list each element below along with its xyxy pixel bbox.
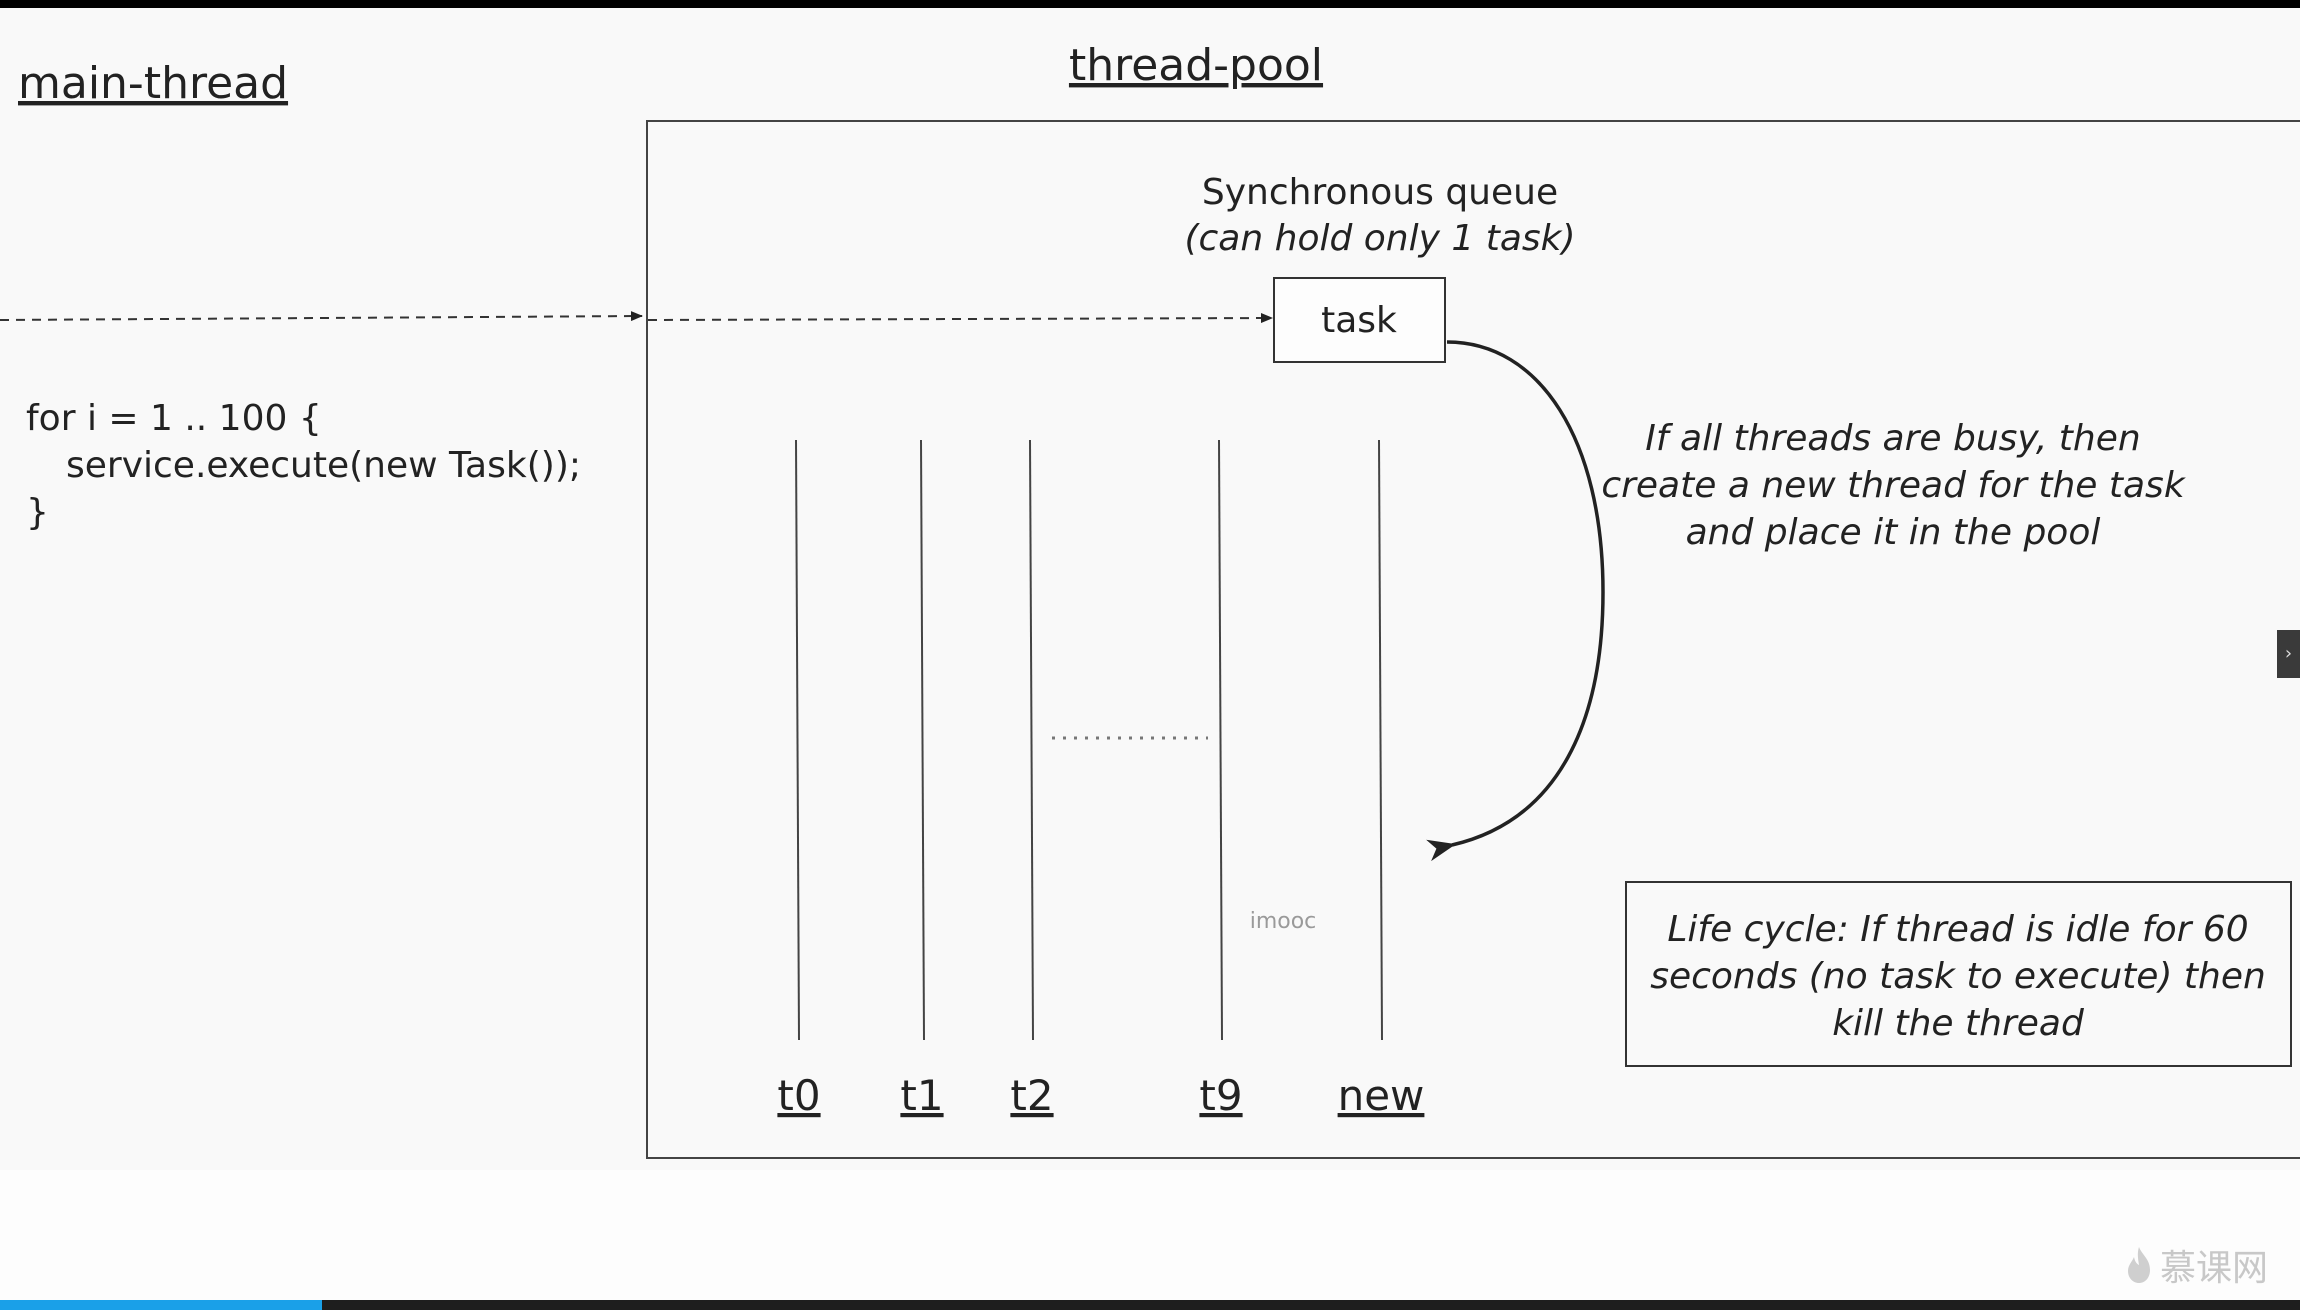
lifecycle-box bbox=[1625, 881, 2292, 1067]
thread-label-t9: t9 bbox=[1199, 1071, 1242, 1120]
flame-icon bbox=[2128, 1247, 2150, 1283]
busy-note-line-3: and place it in the pool bbox=[1686, 512, 2101, 553]
thread-line-t2 bbox=[1029, 439, 1034, 1041]
watermark: imooc bbox=[1250, 909, 1317, 934]
main-thread-title: main-thread bbox=[18, 58, 288, 109]
video-progress-bar[interactable] bbox=[0, 1300, 2300, 1310]
queue-label: Synchronous queue bbox=[1202, 172, 1558, 213]
code-line-3: } bbox=[26, 492, 49, 533]
spawn-thread-arrow bbox=[1426, 340, 1605, 862]
code-line-1: for i = 1 .. 100 { bbox=[26, 398, 322, 439]
lifecycle-line-1: Life cycle: If thread is idle for 60 bbox=[1667, 909, 2248, 950]
side-panel-toggle[interactable]: › bbox=[2277, 630, 2300, 678]
thread-label-t1: t1 bbox=[900, 1071, 943, 1120]
thread-label-t2: t2 bbox=[1010, 1071, 1053, 1120]
lifecycle-line-3: kill the thread bbox=[1832, 1003, 2085, 1044]
thread-label-new: new bbox=[1338, 1071, 1425, 1120]
queue-note: (can hold only 1 task) bbox=[1184, 218, 1575, 259]
busy-note-line-2: create a new thread for the task bbox=[1601, 465, 2187, 506]
lifecycle-line-2: seconds (no task to execute) then bbox=[1650, 956, 2266, 997]
thread-line-new bbox=[1378, 439, 1383, 1041]
thread-line-t0 bbox=[795, 439, 800, 1041]
thread-pool-title: thread-pool bbox=[1069, 40, 1323, 91]
slide-lower-band bbox=[0, 1170, 2300, 1300]
task-label: task bbox=[1321, 300, 1397, 341]
thread-pool-box bbox=[646, 120, 2300, 1159]
code-line-2: service.execute(new Task()); bbox=[66, 445, 581, 486]
thread-line-t1 bbox=[920, 439, 925, 1041]
logo-text: 慕课网 bbox=[2160, 1248, 2269, 1289]
thread-line-t9 bbox=[1218, 439, 1223, 1041]
submit-arrow-pool bbox=[647, 313, 1273, 324]
thread-label-t0: t0 bbox=[777, 1071, 820, 1120]
logo: 慕课网 bbox=[2124, 1243, 2268, 1289]
video-progress-fill bbox=[0, 1300, 322, 1310]
busy-note-line-1: If all threads are busy, then bbox=[1645, 418, 2140, 459]
submit-arrow-main bbox=[0, 311, 643, 322]
slide-canvas bbox=[0, 8, 2300, 1300]
task-box bbox=[1273, 277, 1446, 363]
